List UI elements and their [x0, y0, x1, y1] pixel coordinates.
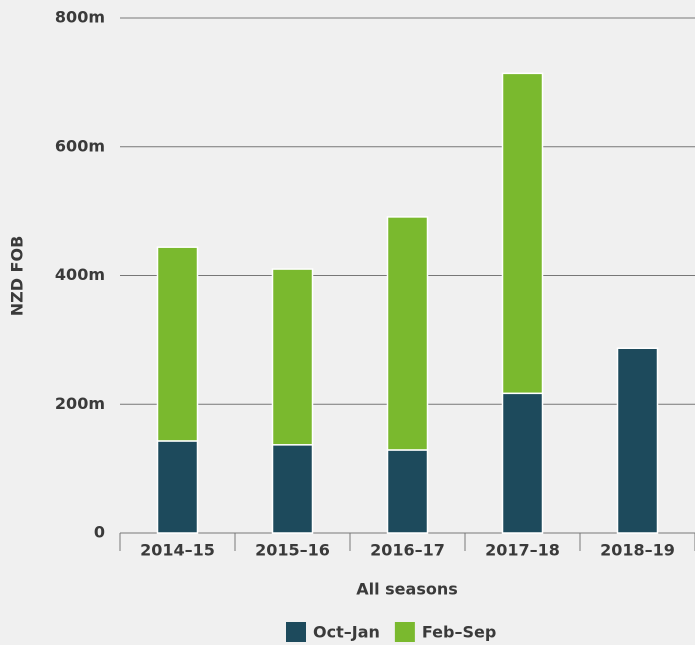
x-tick-label: 2018–19 [600, 541, 675, 560]
x-tick-label: 2015–16 [255, 541, 330, 560]
bar [156, 246, 199, 442]
bar [616, 347, 659, 534]
y-tick-label: 800m [55, 8, 105, 27]
x-tick-label: 2016–17 [370, 541, 445, 560]
bar [271, 444, 314, 534]
bar [156, 440, 199, 534]
y-tick-label: 0 [94, 523, 105, 542]
bar [501, 72, 544, 395]
y-tick-label: 200m [55, 394, 105, 413]
x-tick-label: 2014–15 [140, 541, 215, 560]
bar [386, 216, 429, 451]
bar [271, 268, 314, 446]
legend-label: Oct–Jan [313, 623, 380, 642]
x-axis-title: All seasons [356, 580, 458, 599]
y-axis-title: NZD FOB [8, 236, 27, 317]
y-tick-label: 400m [55, 265, 105, 284]
y-tick-label: 600m [55, 136, 105, 155]
bar [386, 449, 429, 534]
legend-swatch [286, 622, 306, 642]
x-tick-label: 2017–18 [485, 541, 560, 560]
bar [501, 392, 544, 534]
legend-swatch [394, 622, 415, 642]
legend-label: Feb–Sep [422, 623, 496, 642]
